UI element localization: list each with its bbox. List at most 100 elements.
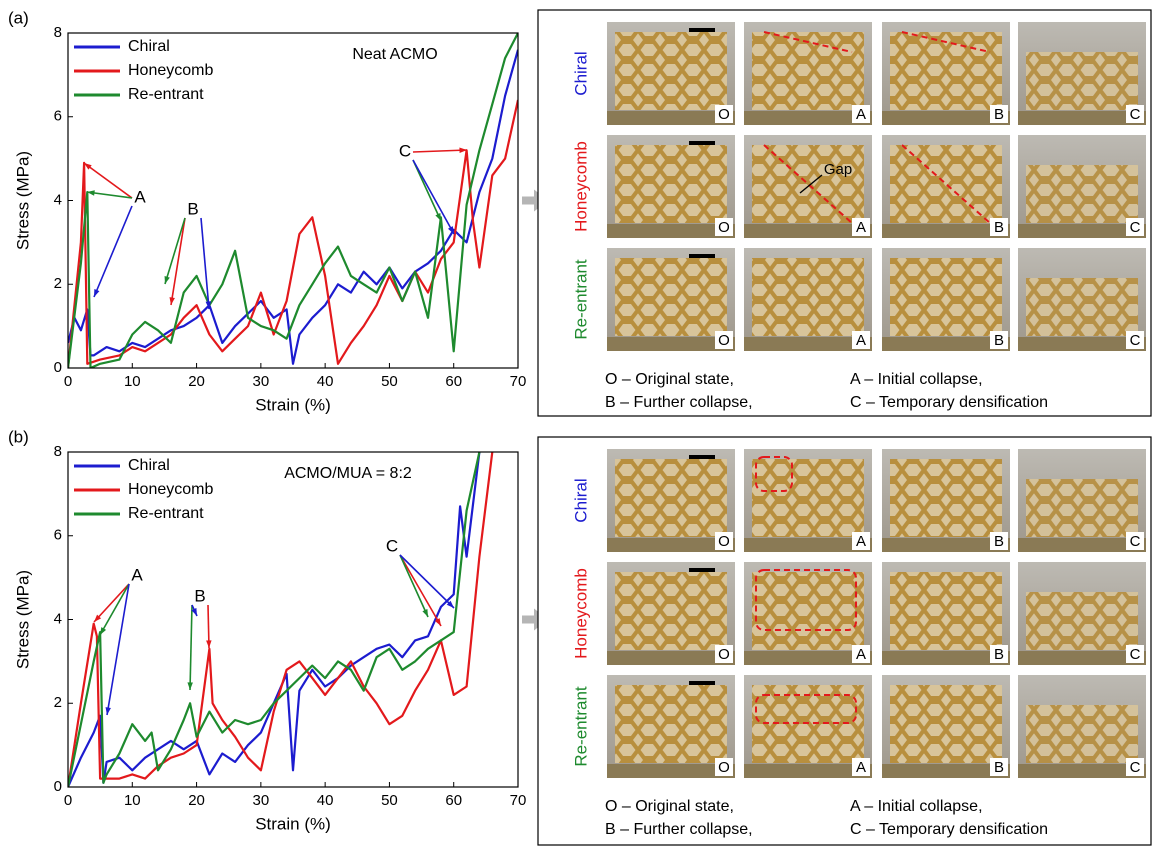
x-tick-label: 60 bbox=[445, 792, 462, 809]
row-label: Re-entrant bbox=[571, 259, 590, 340]
legend-text: O – Original state, bbox=[605, 798, 734, 815]
x-tick-label: 0 bbox=[64, 792, 72, 809]
plot-frame bbox=[67, 451, 519, 788]
stage-badge bbox=[990, 331, 1008, 349]
stage-label: A bbox=[856, 106, 866, 123]
photo-base bbox=[607, 224, 735, 238]
photo-lattice bbox=[1026, 592, 1138, 650]
y-tick-label: 2 bbox=[54, 275, 62, 292]
stage-label: B bbox=[994, 759, 1004, 776]
scale-bar bbox=[689, 455, 715, 459]
arrow-head bbox=[446, 600, 454, 608]
stage-label: C bbox=[1130, 332, 1141, 349]
stage-badge bbox=[715, 758, 733, 776]
photo-lattice bbox=[890, 685, 1002, 763]
stage-label: B bbox=[994, 646, 1004, 663]
plot-area bbox=[68, 452, 494, 787]
photo-lattice bbox=[615, 32, 727, 110]
annotation-arrow bbox=[86, 191, 133, 199]
annotation-arrow bbox=[93, 583, 130, 623]
arrow-head bbox=[87, 190, 95, 196]
photo-base bbox=[1018, 337, 1146, 351]
y-axis-label: Stress (MPa) bbox=[13, 151, 32, 250]
stage-badge bbox=[990, 105, 1008, 123]
photo-base bbox=[607, 111, 735, 125]
photo-base bbox=[882, 224, 1010, 238]
callout-arrow bbox=[799, 174, 823, 194]
stage-badge bbox=[852, 331, 870, 349]
photo-lattice bbox=[890, 145, 1002, 223]
annotation-arrow bbox=[164, 217, 186, 285]
stage-label: O bbox=[718, 759, 730, 776]
photo-base bbox=[882, 764, 1010, 778]
panel-arrow bbox=[522, 608, 548, 631]
stage-badge bbox=[715, 331, 733, 349]
annotation: C bbox=[386, 536, 398, 555]
legend-text: O – Original state, bbox=[605, 371, 734, 388]
annotation-arrow bbox=[200, 217, 210, 310]
legend-label: Re-entrant bbox=[128, 86, 204, 103]
note: Neat ACMO bbox=[352, 46, 437, 63]
stage-label: O bbox=[718, 106, 730, 123]
photo-base bbox=[882, 111, 1010, 125]
x-axis-label: Strain (%) bbox=[255, 395, 331, 414]
arrow-head bbox=[206, 640, 212, 648]
legend-text: B – Further collapse, bbox=[605, 394, 753, 411]
y-tick-label: 2 bbox=[54, 694, 62, 711]
plot-frame bbox=[67, 32, 519, 369]
legend-text: A – Initial collapse, bbox=[850, 371, 983, 388]
stage-label: O bbox=[718, 533, 730, 550]
stage-badge bbox=[1126, 218, 1144, 236]
arrow-head bbox=[191, 608, 197, 616]
photo-lattice bbox=[752, 145, 864, 223]
photo-base bbox=[1018, 651, 1146, 665]
photo-base bbox=[744, 224, 872, 238]
annotation: B bbox=[194, 586, 205, 605]
y-tick-label: 4 bbox=[54, 610, 62, 627]
x-tick-label: 70 bbox=[510, 792, 527, 809]
photo-base bbox=[1018, 538, 1146, 552]
x-tick-label: 10 bbox=[124, 373, 141, 390]
stage-badge bbox=[1126, 532, 1144, 550]
stage-badge bbox=[990, 532, 1008, 550]
annotation-arrow bbox=[399, 554, 429, 618]
photo-base bbox=[744, 764, 872, 778]
stage-label: A bbox=[856, 332, 866, 349]
stage-badge bbox=[1126, 758, 1144, 776]
arrow-head bbox=[169, 297, 175, 305]
photo-base bbox=[1018, 111, 1146, 125]
arrow-head bbox=[84, 163, 92, 170]
scale-bar bbox=[689, 681, 715, 685]
photo-lattice bbox=[890, 32, 1002, 110]
row-label: Chiral bbox=[571, 51, 590, 95]
photo-base bbox=[607, 764, 735, 778]
stage-label: C bbox=[1130, 106, 1141, 123]
photo-base bbox=[1018, 764, 1146, 778]
collapse-box bbox=[755, 694, 857, 724]
note: ACMO/MUA = 8:2 bbox=[284, 465, 412, 482]
x-tick-label: 40 bbox=[317, 792, 334, 809]
annotation-arrow bbox=[399, 554, 442, 627]
row-label: Chiral bbox=[571, 478, 590, 522]
photo-base bbox=[744, 651, 872, 665]
panel-label: (a) bbox=[8, 8, 29, 27]
photo-base bbox=[607, 651, 735, 665]
photo-base bbox=[882, 538, 1010, 552]
stage-badge bbox=[1126, 645, 1144, 663]
stage-badge bbox=[990, 645, 1008, 663]
annotation-arrow bbox=[412, 149, 468, 153]
arrow-head bbox=[447, 226, 454, 234]
series-line bbox=[68, 452, 494, 787]
stage-badge bbox=[990, 758, 1008, 776]
stage-badge bbox=[715, 218, 733, 236]
arrow-head bbox=[94, 614, 102, 622]
legend-label: Honeycomb bbox=[128, 481, 213, 498]
annotation-arrow bbox=[106, 583, 130, 716]
annotation: A bbox=[131, 565, 143, 584]
legend-label: Re-entrant bbox=[128, 505, 204, 522]
photo-base bbox=[744, 538, 872, 552]
stage-label: A bbox=[856, 533, 866, 550]
y-tick-label: 0 bbox=[54, 359, 62, 376]
collapse-box bbox=[755, 569, 857, 631]
x-tick-label: 30 bbox=[253, 792, 270, 809]
